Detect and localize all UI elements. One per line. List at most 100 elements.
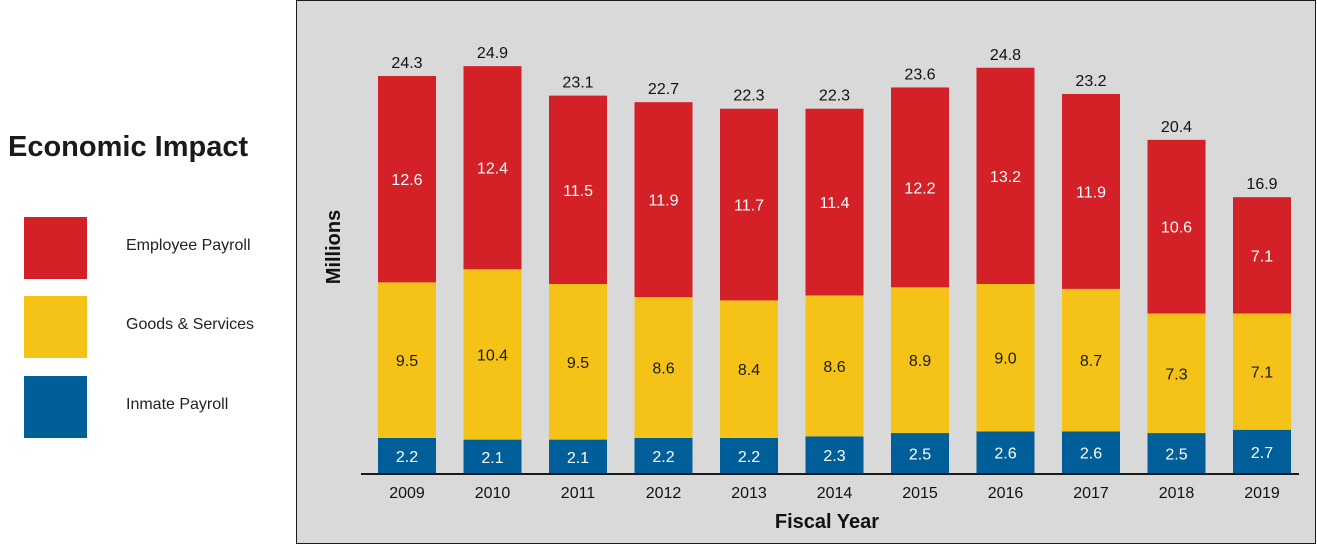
bar-goods-services-2012 xyxy=(634,297,693,438)
bar-goods-services-2015 xyxy=(891,287,949,434)
data-label-inmate-payroll-2013: 2.2 xyxy=(738,449,760,466)
bar-employee-payroll-2009 xyxy=(378,75,436,283)
data-label-inmate-payroll-2012: 2.2 xyxy=(652,449,674,466)
data-label-employee-payroll-2012: 11.9 xyxy=(649,193,679,210)
data-label-employee-payroll-2009: 12.6 xyxy=(391,172,422,189)
data-label-inmate-payroll-2009: 2.2 xyxy=(396,449,418,466)
data-label-goods-services-2013: 8.4 xyxy=(738,362,760,379)
chart-frame: 2.2 9.5 12.6 24.3 2009 2.1 10.4 12.4 24.9 2010 2.1… xyxy=(296,0,1316,544)
x-tick-label-2009: 2009 xyxy=(389,485,425,502)
data-label-goods-services-2015: 8.9 xyxy=(909,353,931,370)
bar-goods-services-2017 xyxy=(1062,288,1120,432)
data-label-goods-services-2011: 9.5 xyxy=(567,355,589,372)
x-tick-label-2015: 2015 xyxy=(902,485,938,502)
data-label-employee-payroll-2015: 12.2 xyxy=(904,180,935,197)
total-label-2013: 22.3 xyxy=(733,88,764,105)
data-label-goods-services-2014: 8.6 xyxy=(823,359,845,376)
total-label-2017: 23.2 xyxy=(1075,73,1106,90)
chart-plot: 2.2 9.5 12.6 24.3 2009 2.1 10.4 12.4 24.9 2010 2.1… xyxy=(323,45,1299,533)
data-label-inmate-payroll-2011: 2.1 xyxy=(567,450,589,467)
legend-item-employee-payroll: Employee Payroll xyxy=(24,217,294,279)
legend-item-goods-services: Goods & Services xyxy=(24,296,294,358)
bar-goods-services-2018 xyxy=(1147,313,1206,434)
total-label-2018: 20.4 xyxy=(1161,119,1192,136)
data-label-employee-payroll-2019: 7.1 xyxy=(1251,248,1273,265)
legend-swatch-employee-payroll xyxy=(24,217,87,279)
bar-employee-payroll-2013 xyxy=(720,108,778,301)
x-tick-label-2014: 2014 xyxy=(817,485,853,502)
data-label-inmate-payroll-2019: 2.7 xyxy=(1251,445,1273,462)
bar-inmate-payroll-2019 xyxy=(1233,429,1291,474)
legend-swatch-inmate-payroll xyxy=(24,376,87,438)
x-tick-label-2018: 2018 xyxy=(1159,485,1195,502)
data-label-goods-services-2018: 7.3 xyxy=(1165,366,1187,383)
data-label-goods-services-2016: 9.0 xyxy=(994,351,1016,368)
data-label-employee-payroll-2010: 12.4 xyxy=(477,161,508,178)
data-label-goods-services-2010: 10.4 xyxy=(477,347,508,364)
bar-goods-services-2019 xyxy=(1233,313,1291,430)
bar-goods-services-2013 xyxy=(720,300,778,438)
bar-inmate-payroll-2015 xyxy=(891,433,949,474)
bar-inmate-payroll-2016 xyxy=(976,431,1035,474)
bar-inmate-payroll-2017 xyxy=(1062,431,1120,474)
x-tick-label-2016: 2016 xyxy=(988,485,1024,502)
bar-employee-payroll-2015 xyxy=(891,87,949,288)
legend-swatch-goods-services xyxy=(24,296,87,358)
data-label-inmate-payroll-2017: 2.6 xyxy=(1080,446,1102,463)
bar-employee-payroll-2018 xyxy=(1147,139,1206,314)
data-label-goods-services-2012: 8.6 xyxy=(652,361,674,378)
data-label-employee-payroll-2016: 13.2 xyxy=(990,169,1021,186)
bar-inmate-payroll-2013 xyxy=(720,437,778,474)
x-tick-label-2019: 2019 xyxy=(1244,485,1280,502)
bar-goods-services-2014 xyxy=(805,295,864,437)
legend-label-inmate-payroll: Inmate Payroll xyxy=(126,396,229,413)
bar-inmate-payroll-2010 xyxy=(463,439,522,474)
x-tick-label-2010: 2010 xyxy=(475,485,511,502)
x-tick-label-2011: 2011 xyxy=(561,485,596,502)
legend-label-employee-payroll: Employee Payroll xyxy=(126,237,251,254)
bar-goods-services-2011 xyxy=(549,283,607,440)
x-axis-title: Fiscal Year xyxy=(775,511,879,533)
total-label-2016: 24.8 xyxy=(990,47,1021,64)
bar-employee-payroll-2016 xyxy=(976,67,1035,284)
data-label-inmate-payroll-2018: 2.5 xyxy=(1165,447,1187,464)
total-label-2010: 24.9 xyxy=(477,45,508,62)
bar-employee-payroll-2014 xyxy=(805,108,864,296)
data-label-goods-services-2019: 7.1 xyxy=(1251,365,1273,382)
data-label-employee-payroll-2017: 11.9 xyxy=(1076,184,1106,201)
bar-goods-services-2009 xyxy=(378,282,436,438)
bar-employee-payroll-2017 xyxy=(1062,93,1120,289)
total-label-2012: 22.7 xyxy=(648,81,679,98)
x-tick-label-2017: 2017 xyxy=(1073,485,1109,502)
bar-employee-payroll-2012 xyxy=(634,102,693,298)
legend-panel: Economic Impact Employee Payroll Goods &… xyxy=(0,0,290,545)
chart-title: Economic Impact xyxy=(8,131,249,163)
data-label-employee-payroll-2018: 10.6 xyxy=(1161,220,1192,237)
data-label-goods-services-2009: 9.5 xyxy=(396,353,418,370)
data-label-employee-payroll-2011: 11.5 xyxy=(563,183,593,200)
total-label-2011: 23.1 xyxy=(562,75,593,92)
bar-inmate-payroll-2011 xyxy=(549,439,607,474)
bar-employee-payroll-2019 xyxy=(1233,197,1291,314)
legend-item-inmate-payroll: Inmate Payroll xyxy=(24,376,294,438)
data-label-inmate-payroll-2016: 2.6 xyxy=(994,446,1016,463)
bar-goods-services-2016 xyxy=(976,283,1035,432)
bar-inmate-payroll-2018 xyxy=(1147,433,1206,474)
data-label-inmate-payroll-2014: 2.3 xyxy=(823,448,845,465)
bar-inmate-payroll-2009 xyxy=(378,437,436,474)
total-label-2019: 16.9 xyxy=(1246,176,1277,193)
bar-employee-payroll-2011 xyxy=(549,95,607,284)
total-label-2009: 24.3 xyxy=(391,55,422,72)
total-label-2015: 23.6 xyxy=(904,66,935,83)
x-tick-label-2012: 2012 xyxy=(646,485,682,502)
total-label-2014: 22.3 xyxy=(819,88,850,105)
data-label-employee-payroll-2013: 11.7 xyxy=(734,198,764,215)
bar-goods-services-2010 xyxy=(463,269,522,440)
bar-inmate-payroll-2012 xyxy=(634,437,693,474)
data-label-employee-payroll-2014: 11.4 xyxy=(820,195,850,212)
legend-label-goods-services: Goods & Services xyxy=(126,316,255,333)
bar-employee-payroll-2010 xyxy=(463,66,522,270)
y-axis-title: Millions xyxy=(323,210,345,284)
data-label-goods-services-2017: 8.7 xyxy=(1080,353,1102,370)
bar-inmate-payroll-2014 xyxy=(805,436,864,474)
